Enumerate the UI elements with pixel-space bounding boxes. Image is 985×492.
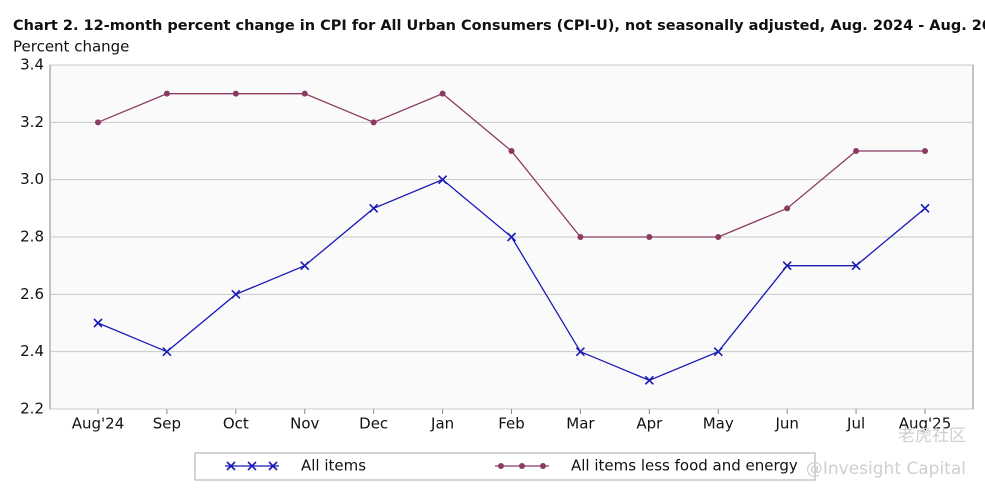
legend-marker [247,461,257,471]
marker-dot [163,90,170,97]
watermark: @Invesight Capital [806,459,966,479]
x-tick-label: Jul [846,415,865,433]
marker-x [506,232,517,242]
marker-x [920,203,930,213]
x-tick-label: Aug'24 [72,415,125,433]
legend-marker [498,463,504,469]
legend-marker [540,463,546,469]
marker-dot [301,90,308,97]
y-tick-label: 2.6 [20,285,44,303]
x-tick-label: Nov [290,415,319,433]
x-tick-label: Sep [153,415,181,433]
x-tick-label: Dec [359,415,388,433]
watermark: 老虎社区 [898,426,966,446]
x-tick-label: Apr [636,415,663,433]
y-tick-label: 3.2 [20,113,44,131]
marker-dot [715,234,722,240]
legend-marker [226,461,236,471]
marker-x [713,347,723,357]
x-tick-label: Oct [223,415,249,433]
marker-x [644,375,654,385]
marker-dot [853,148,860,154]
x-tick-label: May [703,415,734,433]
x-tick-label: Jun [774,415,798,433]
x-tick-label: Aug'25 [899,415,952,433]
marker-dot [439,90,446,97]
marker-dot [922,148,928,154]
marker-x [93,318,103,328]
marker-dot [646,234,653,240]
marker-x [369,203,379,213]
x-tick-label: Feb [498,415,525,433]
legend-marker [268,461,278,471]
marker-dot [784,205,791,212]
y-tick-label: 2.4 [20,342,44,360]
marker-x [782,261,792,271]
y-tick-label: 3.4 [20,56,44,74]
marker-x [162,347,172,357]
legend-label: All items [301,457,366,475]
chart-title: Chart 2. 12-month percent change in CPI … [13,18,985,34]
marker-x [575,347,585,357]
marker-dot [370,119,377,126]
marker-x [851,261,861,271]
y-axis-label: Percent change [13,38,129,56]
legend-label: All items less food and energy [571,457,798,475]
x-tick-label: Jan [430,415,454,433]
marker-dot [95,119,101,126]
marker-dot [232,90,239,97]
marker-dot [508,148,515,154]
marker-x [438,175,448,185]
marker-x [231,289,241,299]
legend-marker [519,463,525,469]
x-tick-label: Mar [566,415,595,433]
y-tick-label: 2.8 [20,228,44,246]
y-tick-label: 2.2 [20,400,44,418]
y-tick-label: 3.0 [20,170,44,188]
marker-dot [577,234,584,240]
marker-x [300,261,310,271]
